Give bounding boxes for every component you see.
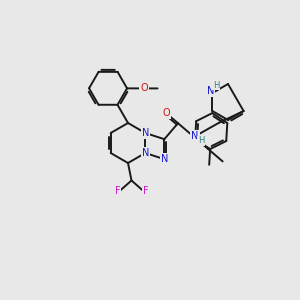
Text: N: N <box>207 86 214 96</box>
Text: F: F <box>115 186 121 196</box>
Text: H: H <box>198 136 204 146</box>
Text: N: N <box>161 154 168 164</box>
Text: F: F <box>142 186 148 196</box>
Text: N: N <box>142 148 149 158</box>
Text: O: O <box>140 83 148 93</box>
Text: N: N <box>191 131 199 141</box>
Text: H: H <box>213 80 220 89</box>
Text: O: O <box>163 108 170 118</box>
Text: N: N <box>142 128 149 138</box>
